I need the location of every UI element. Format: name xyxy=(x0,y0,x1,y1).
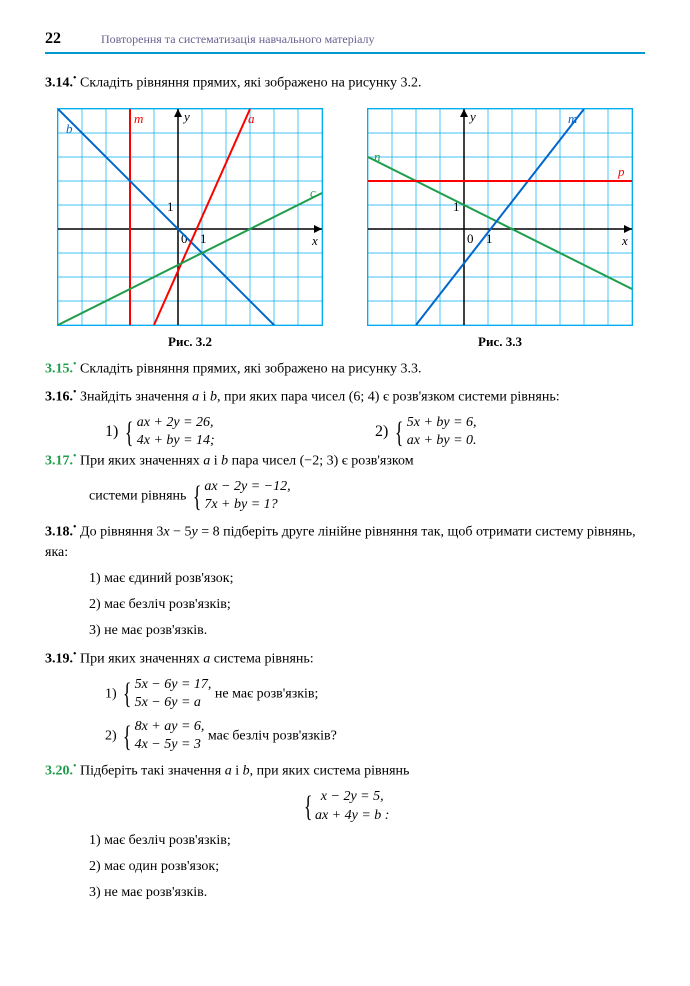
fig-caption: Рис. 3.3 xyxy=(478,334,522,350)
ex-3-18-opt3: 3) не має розв'язків. xyxy=(45,621,645,641)
ex-3-17-body: системи рівнянь { ax − 2y = −12, 7x + by… xyxy=(45,478,645,514)
exercise-3-14: 3.14.• Складіть рівняння прямих, які зоб… xyxy=(45,72,645,94)
figure-3-3: 011xynmp Рис. 3.3 xyxy=(355,108,645,350)
page-number: 22 xyxy=(45,30,61,48)
svg-text:0: 0 xyxy=(467,231,474,246)
ex-text: Складіть рівняння прямих, які зображено … xyxy=(80,362,421,377)
ex-num: 3.14. xyxy=(45,76,73,91)
ex-3-18-opt1: 1) має єдиний розв'язок; xyxy=(45,569,645,589)
page-header: 22 Повторення та систематизація навчальн… xyxy=(45,30,645,54)
svg-text:m: m xyxy=(134,111,143,126)
svg-text:p: p xyxy=(617,164,625,179)
svg-text:b: b xyxy=(66,121,73,136)
exercise-3-15: 3.15.• Складіть рівняння прямих, які зоб… xyxy=(45,358,645,380)
ex-3-20-opt2: 2) має один розв'язок; xyxy=(45,857,645,877)
svg-text:y: y xyxy=(182,109,190,124)
figures-row: 011xymbac Рис. 3.2 011xynmp Рис. 3.3 xyxy=(45,108,645,350)
ex-text: Складіть рівняння прямих, які зображено … xyxy=(80,76,421,91)
ex-num: 3.15. xyxy=(45,362,73,377)
ex-3-20-system: { x − 2y = 5, ax + 4y = b : xyxy=(45,788,645,824)
ex-3-19-opt2: 2) { 8x + ay = 6, 4x − 5y = 3 має безліч… xyxy=(45,718,645,754)
ex-num: 3.20. xyxy=(45,764,73,779)
svg-text:c: c xyxy=(310,185,316,200)
figure-3-2: 011xymbac Рис. 3.2 xyxy=(45,108,335,350)
svg-text:x: x xyxy=(621,233,628,248)
svg-text:1: 1 xyxy=(167,199,174,214)
graph-3-3: 011xynmp xyxy=(367,108,633,326)
svg-text:y: y xyxy=(468,109,476,124)
ex-num: 3.18. xyxy=(45,524,73,539)
ex-3-20-opt3: 3) не має розв'язків. xyxy=(45,883,645,903)
ex-num: 3.17. xyxy=(45,454,73,469)
chapter-title: Повторення та систематизація навчального… xyxy=(101,32,375,47)
ex-num: 3.19. xyxy=(45,651,73,666)
fig-caption: Рис. 3.2 xyxy=(168,334,212,350)
exercise-3-17: 3.17.• При яких значеннях a і b пара чис… xyxy=(45,450,645,472)
svg-text:1: 1 xyxy=(200,231,207,246)
exercise-3-18: 3.18.• До рівняння 3x − 5y = 8 підберіть… xyxy=(45,521,645,563)
exercise-3-19: 3.19.• При яких значеннях a система рівн… xyxy=(45,648,645,670)
svg-text:a: a xyxy=(248,111,255,126)
ex-3-20-opt1: 1) має безліч розв'язків; xyxy=(45,831,645,851)
svg-text:m: m xyxy=(568,111,577,126)
svg-text:x: x xyxy=(311,233,318,248)
exercise-3-20: 3.20.• Підберіть такі значення a і b, пр… xyxy=(45,760,645,782)
graph-3-2: 011xymbac xyxy=(57,108,323,326)
ex-num: 3.16. xyxy=(45,390,73,405)
ex-3-19-opt1: 1) { 5x − 6y = 17, 5x − 6y = a не має ро… xyxy=(45,676,645,712)
svg-text:n: n xyxy=(374,149,381,164)
ex-3-16-options: 1) { ax + 2y = 26, 4x + by = 14; 2) { 5x… xyxy=(45,414,645,450)
exercise-3-16: 3.16.• Знайдіть значення a і b, при яких… xyxy=(45,386,645,408)
ex-3-18-opt2: 2) має безліч розв'язків; xyxy=(45,595,645,615)
